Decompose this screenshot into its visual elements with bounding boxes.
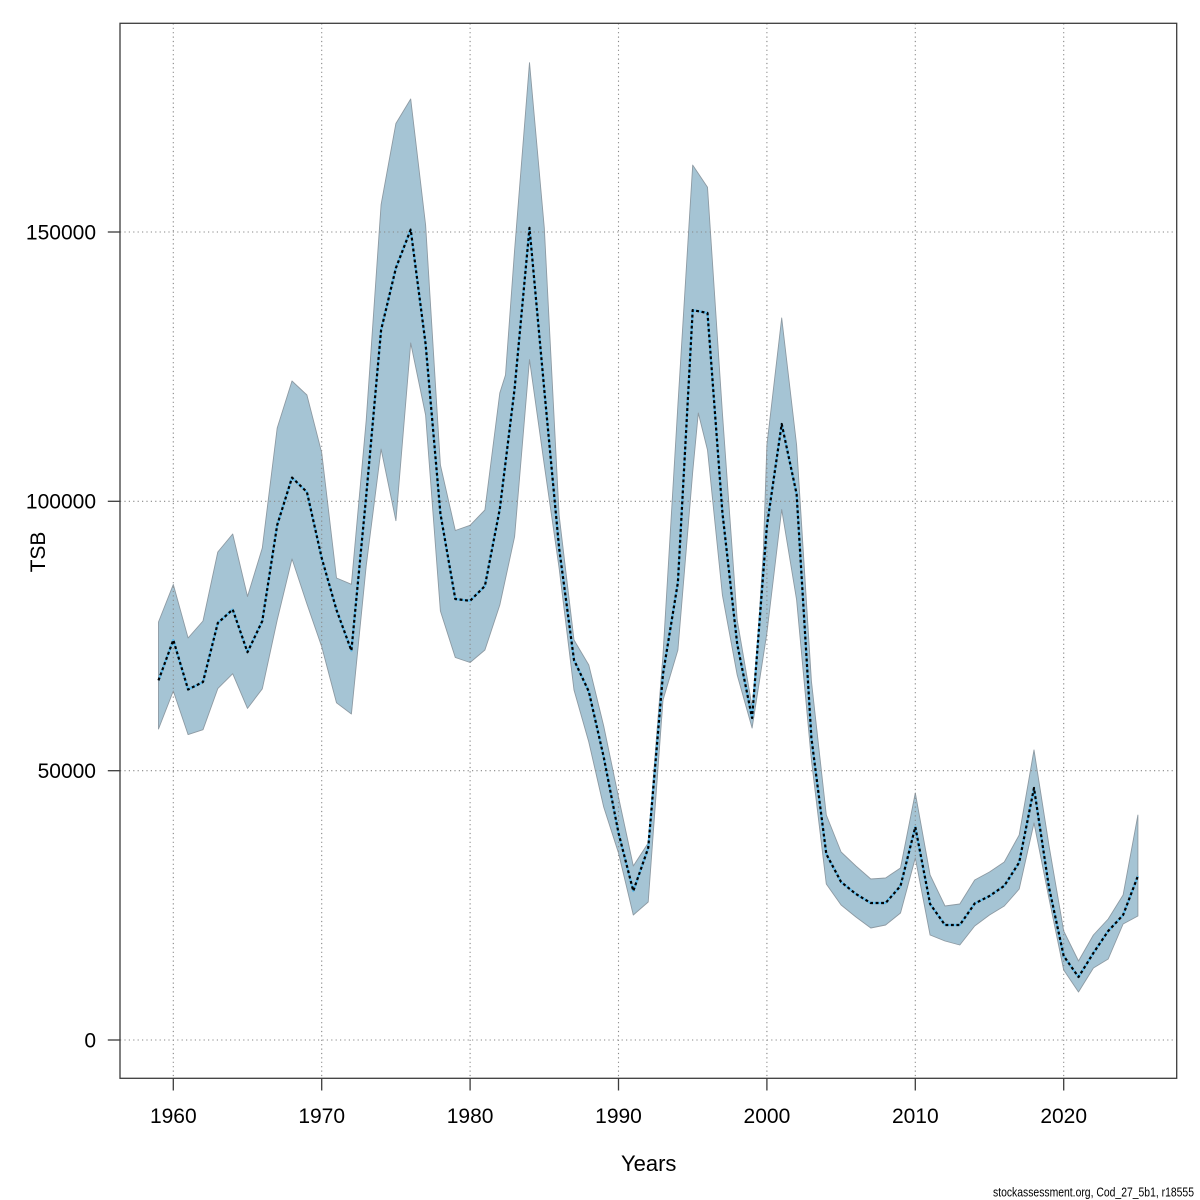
svg-text:100000: 100000: [26, 491, 96, 514]
svg-text:50000: 50000: [38, 760, 96, 783]
svg-text:0: 0: [84, 1029, 96, 1052]
svg-text:1980: 1980: [447, 1105, 494, 1128]
svg-text:2010: 2010: [892, 1105, 939, 1128]
svg-text:2020: 2020: [1040, 1105, 1087, 1128]
svg-text:1970: 1970: [298, 1105, 345, 1128]
svg-text:1990: 1990: [595, 1105, 642, 1128]
svg-text:Years: Years: [621, 1151, 676, 1176]
svg-text:2000: 2000: [744, 1105, 791, 1128]
svg-text:TSB: TSB: [27, 532, 50, 573]
svg-text:150000: 150000: [26, 221, 96, 244]
svg-text:stockassessment.org, Cod_27_5b: stockassessment.org, Cod_27_5b1, r18555: [993, 1186, 1194, 1200]
svg-text:1960: 1960: [150, 1105, 197, 1128]
